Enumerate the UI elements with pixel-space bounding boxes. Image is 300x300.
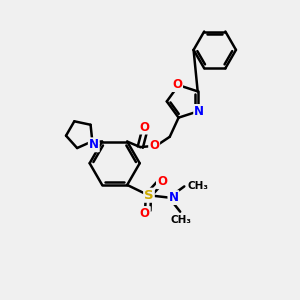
Text: O: O — [140, 121, 150, 134]
Text: N: N — [194, 105, 204, 118]
Text: N: N — [89, 138, 99, 151]
Text: CH₃: CH₃ — [170, 215, 191, 225]
Text: O: O — [149, 139, 159, 152]
Text: N: N — [168, 191, 178, 204]
Text: O: O — [157, 175, 167, 188]
Text: O: O — [140, 207, 150, 220]
Text: O: O — [172, 78, 182, 91]
Text: CH₃: CH₃ — [187, 181, 208, 191]
Text: S: S — [144, 189, 154, 202]
